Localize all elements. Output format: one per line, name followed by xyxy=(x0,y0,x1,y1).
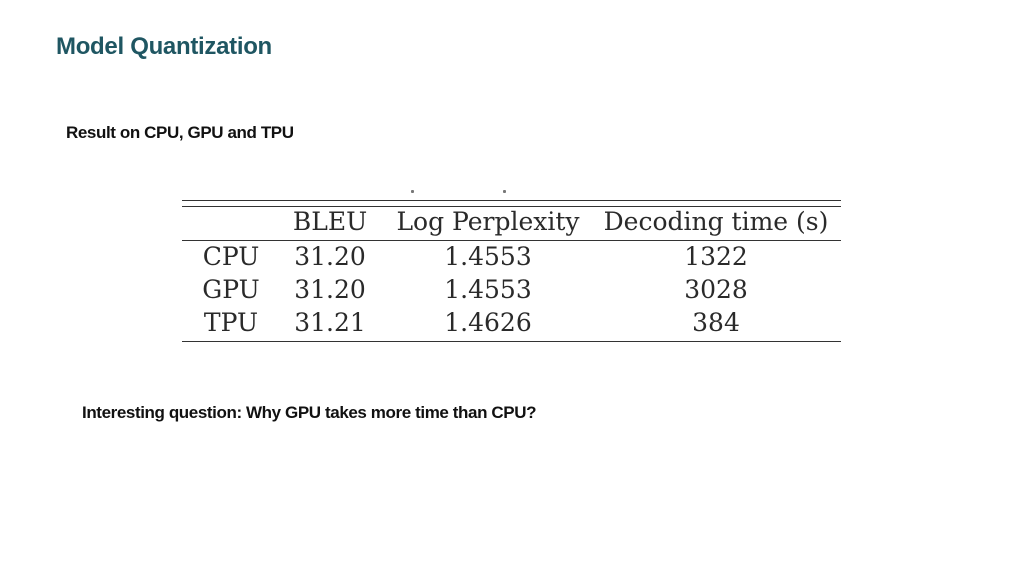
question-text: Interesting question: Why GPU takes more… xyxy=(82,403,537,422)
row-label: CPU xyxy=(202,242,260,271)
table-bottom-rule xyxy=(182,341,841,342)
table-top-rule-inner xyxy=(182,206,841,207)
cell-log-perplexity: 1.4626 xyxy=(444,308,532,337)
cropped-caption-remnant xyxy=(182,186,841,198)
cell-decoding-time: 3028 xyxy=(684,275,748,304)
table-header-rule xyxy=(182,240,841,241)
slide-subtitle: Result on CPU, GPU and TPU xyxy=(66,123,294,142)
header-cell-decoding-time: Decoding time (s) xyxy=(603,207,829,236)
row-label: GPU xyxy=(202,275,260,304)
row-label: TPU xyxy=(203,308,259,337)
cell-bleu: 31.20 xyxy=(294,242,366,271)
cell-decoding-time: 384 xyxy=(692,308,740,337)
cell-bleu: 31.20 xyxy=(294,275,366,304)
header-cell-log-perplexity: Log Perplexity xyxy=(396,207,580,236)
slide-title: Model Quantization xyxy=(56,33,272,60)
cell-decoding-time: 1322 xyxy=(684,242,748,271)
cell-log-perplexity: 1.4553 xyxy=(444,242,532,271)
cell-log-perplexity: 1.4553 xyxy=(444,275,532,304)
cell-bleu: 31.21 xyxy=(294,308,366,337)
results-table: BLEU Log Perplexity Decoding time (s) CP… xyxy=(182,186,841,346)
header-cell-bleu: BLEU xyxy=(292,207,368,236)
table-top-rule xyxy=(182,200,841,201)
